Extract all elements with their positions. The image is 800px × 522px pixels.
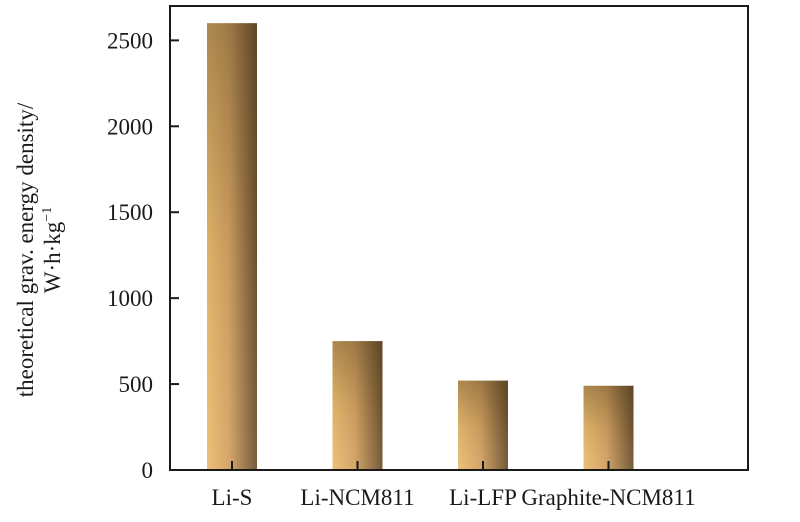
x-tick-label: Li-S [212,485,253,510]
y-tick-label: 1500 [107,200,153,225]
y-axis-unit-exponent: −1 [40,207,55,222]
bar-shade [332,341,383,470]
x-tick-label: Li-NCM811 [300,485,414,510]
bar-shade [458,380,508,470]
y-tick-label: 0 [142,458,154,483]
y-tick-label: 500 [119,372,154,397]
y-axis-title-line1: theoretical grav. energy density/ [13,102,38,397]
y-tick-label: 1000 [107,286,153,311]
y-tick-label: 2000 [107,114,153,139]
y-tick-label: 2500 [107,28,153,53]
bar-shade [207,23,257,471]
x-tick-label: Li-LFP [449,485,517,510]
y-axis-unit: W·h·kg [40,221,65,293]
y-axis-title-line2: W·h·kg−1 [40,207,65,293]
bar-shade [583,385,634,470]
plot-frame [169,5,749,471]
x-tick-label: Graphite-NCM811 [521,485,695,510]
